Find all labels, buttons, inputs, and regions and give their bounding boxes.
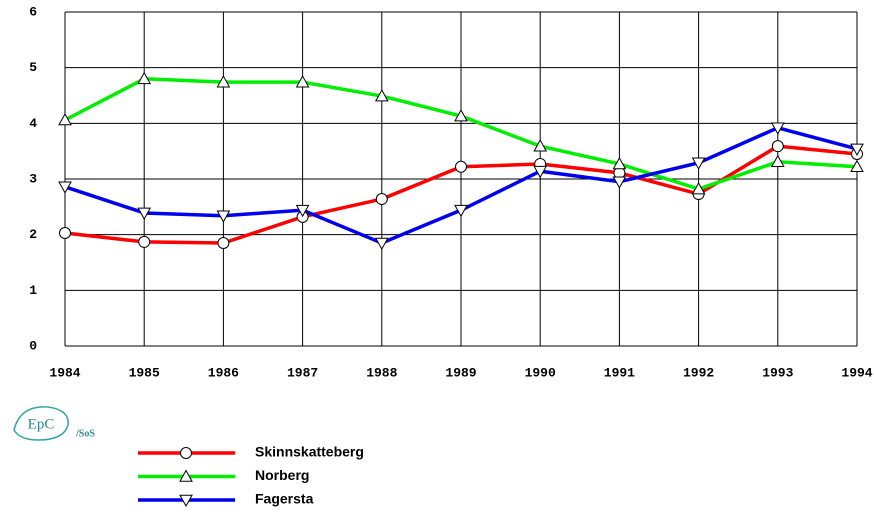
y-tick-label: 1 xyxy=(29,283,37,298)
marker xyxy=(216,210,231,223)
marker xyxy=(770,154,785,168)
marker xyxy=(612,176,627,189)
x-tick-label: 1986 xyxy=(208,365,239,380)
legend-label: Skinnskatteberg xyxy=(255,444,364,460)
legend-label: Fagersta xyxy=(255,491,314,507)
x-tick-label: 1988 xyxy=(366,365,397,380)
marker xyxy=(454,109,468,122)
marker xyxy=(59,226,71,239)
marker xyxy=(691,157,706,170)
marker xyxy=(533,165,548,179)
y-tick-label: 3 xyxy=(29,171,37,186)
marker xyxy=(850,143,864,156)
marker xyxy=(58,181,72,194)
x-tick-label: 1989 xyxy=(445,365,476,380)
marker xyxy=(58,112,72,126)
logo-text: EpC xyxy=(28,416,55,432)
marker xyxy=(295,204,310,218)
x-tick-label: 1993 xyxy=(762,365,793,380)
legend-label: Norberg xyxy=(255,467,309,483)
logo-shape xyxy=(13,406,69,441)
marker xyxy=(533,139,548,152)
y-tick-label: 2 xyxy=(29,227,37,242)
marker xyxy=(612,156,627,170)
marker xyxy=(454,204,468,218)
x-tick-label: 1991 xyxy=(604,365,635,380)
marker xyxy=(179,469,193,482)
x-tick-label: 1985 xyxy=(129,365,160,380)
marker xyxy=(180,447,192,459)
marker xyxy=(216,75,231,88)
y-tick-label: 0 xyxy=(29,338,37,353)
y-tick-label: 4 xyxy=(29,116,37,131)
x-tick-label: 1994 xyxy=(841,365,872,380)
marker xyxy=(374,89,389,102)
x-tick-label: 1990 xyxy=(525,365,556,380)
marker xyxy=(850,159,864,173)
y-tick-label: 5 xyxy=(29,60,37,75)
x-tick-label: 1992 xyxy=(683,365,714,380)
marker xyxy=(691,181,706,195)
logo-suffix: /SoS xyxy=(75,428,95,439)
logo: EpC /SoS xyxy=(13,406,95,441)
x-tick-label: 1984 xyxy=(49,365,80,380)
y-tick-label: 6 xyxy=(29,4,37,19)
marker xyxy=(375,193,388,206)
x-tick-label: 1987 xyxy=(287,365,318,380)
marker xyxy=(374,237,389,251)
marker xyxy=(295,75,310,88)
marker xyxy=(770,122,785,135)
marker xyxy=(217,237,230,250)
marker xyxy=(138,235,151,248)
marker xyxy=(771,140,784,153)
marker xyxy=(137,71,152,85)
marker xyxy=(137,207,152,220)
marker xyxy=(179,494,193,508)
marker xyxy=(455,160,467,173)
